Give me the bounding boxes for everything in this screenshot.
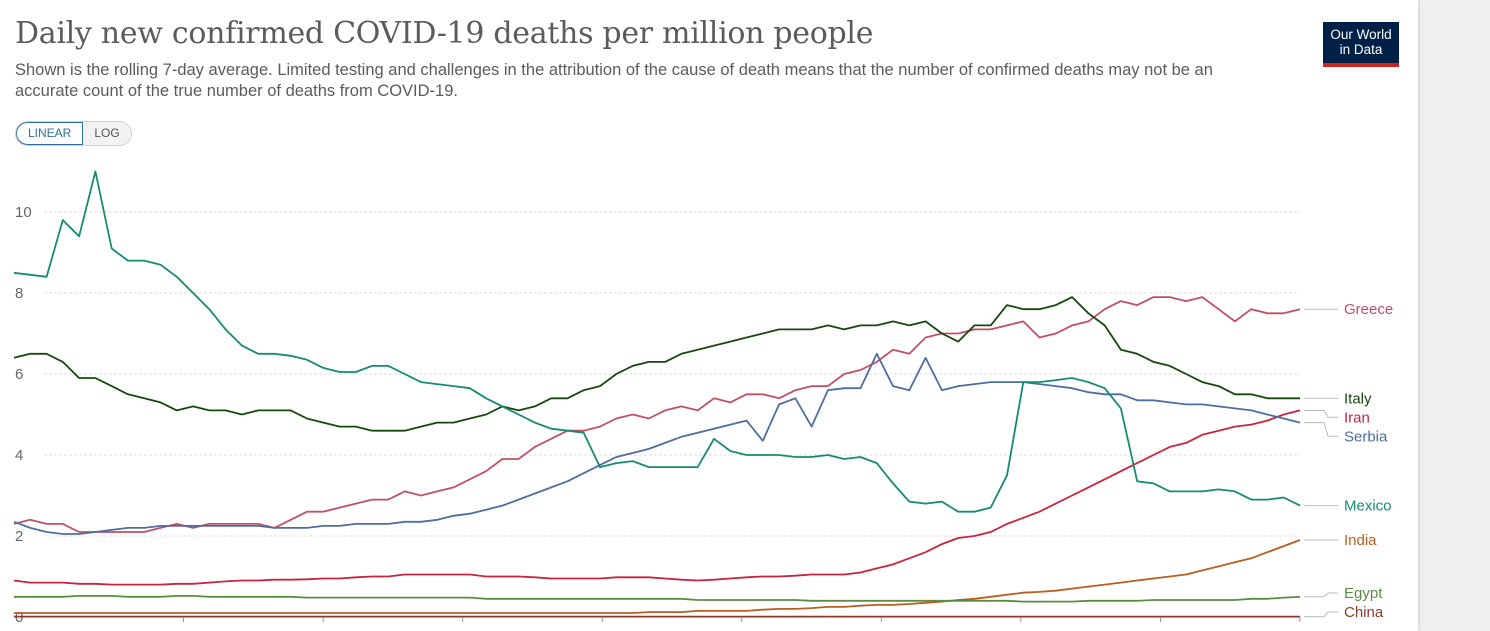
linear-scale-button[interactable]: LINEAR: [16, 122, 84, 145]
series-line-italy: [13, 296, 1300, 432]
label-connector-serbia: [1304, 422, 1338, 437]
logo-line-1: Our World: [1330, 27, 1392, 42]
series-label-egypt: Egypt: [1344, 585, 1383, 602]
series-line-india: [14, 539, 1301, 614]
series-label-serbia: Serbia: [1344, 428, 1388, 445]
series-line-greece: [13, 296, 1301, 533]
logo-line-2: in Data: [1339, 42, 1383, 57]
label-connector-iran: [1304, 409, 1338, 418]
label-connector-china: [1304, 611, 1338, 618]
series-label-mexico: Mexico: [1344, 498, 1392, 515]
y-tick-label: 10: [15, 204, 32, 221]
owid-logo[interactable]: Our World in Data: [1323, 22, 1399, 67]
log-scale-button[interactable]: LOG: [83, 122, 131, 145]
y-tick-label: 8: [15, 285, 23, 302]
line-chart: 0 2 4 6 8 10 Greece Italy Iran Serbia Mexico India E…: [13, 170, 1393, 626]
series-label-italy: Italy: [1344, 390, 1372, 407]
series-line-egypt: [14, 595, 1301, 603]
series-label-iran: Iran: [1344, 409, 1370, 426]
y-tick-label: 2: [15, 528, 23, 545]
chart-subtitle: Shown is the rolling 7-day average. Limi…: [15, 61, 1213, 100]
y-tick-label: 4: [15, 447, 23, 464]
chart-title: Daily new confirmed COVID-19 deaths per …: [15, 16, 874, 51]
series-label-india: India: [1344, 532, 1377, 549]
series-line-mexico: [13, 170, 1301, 513]
series-line-iran: [13, 409, 1301, 586]
scale-toggle: LINEAR LOG: [15, 121, 132, 146]
y-tick-label: 6: [15, 366, 23, 383]
y-tick-label: 0: [15, 609, 23, 626]
series-label-greece: Greece: [1344, 301, 1393, 318]
series-label-china: China: [1344, 604, 1384, 621]
series-line-serbia: [13, 352, 1301, 535]
label-connector-egypt: [1304, 592, 1338, 598]
